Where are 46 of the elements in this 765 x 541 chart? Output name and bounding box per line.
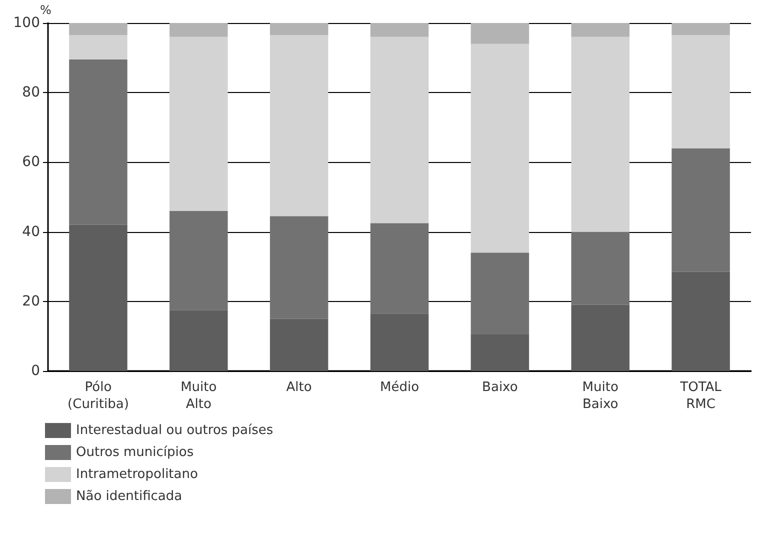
bar: [170, 36, 228, 211]
bar: [470, 252, 530, 334]
bar: [69, 224, 128, 371]
bar: [270, 216, 328, 319]
legend-label: Intrametropolitano: [76, 467, 198, 482]
bar: [370, 23, 429, 37]
bar: [270, 35, 328, 216]
legend-label: Interestadual ou outros países: [76, 423, 274, 438]
x-tick-label: TOTAL RMC: [679, 380, 722, 412]
bar: [672, 35, 730, 148]
bar: [69, 35, 128, 60]
x-tick-label: Alto: [286, 380, 312, 395]
bar: [470, 23, 530, 44]
bar: [270, 318, 328, 371]
y-tick-label: 40: [22, 224, 40, 240]
bar: [270, 23, 328, 36]
x-tick-label: Muito Baixo: [582, 380, 618, 412]
bar: [69, 60, 128, 225]
bar: [370, 314, 429, 371]
bar: [571, 304, 630, 371]
bar: [672, 148, 730, 272]
bar: [170, 23, 228, 37]
y-tick-label: 0: [31, 363, 40, 379]
bar: [470, 334, 530, 371]
y-tick-label: 80: [22, 84, 40, 101]
x-tick-label: Pólo (Curitiba): [68, 380, 129, 412]
bar: [571, 23, 630, 37]
bar: [571, 36, 630, 232]
x-tick-label: Baixo: [482, 380, 518, 395]
x-tick-label: Médio: [380, 380, 420, 395]
bar: [672, 23, 730, 36]
bar: [571, 232, 630, 305]
bar: [470, 44, 530, 253]
bar: [672, 272, 730, 371]
legend-label: Não identificada: [76, 489, 182, 504]
bar: [170, 310, 228, 371]
y-axis-title: %: [40, 3, 52, 18]
y-tick-label: 100: [13, 15, 40, 31]
bar: [370, 223, 429, 314]
y-tick-label: 60: [22, 154, 40, 170]
bar: [370, 36, 429, 224]
y-tick-label: 20: [22, 293, 40, 310]
bar: [69, 23, 128, 36]
x-tick-label: Muito Alto: [180, 380, 217, 412]
legend-label: Outros municípios: [76, 445, 194, 460]
bar: [170, 210, 228, 310]
